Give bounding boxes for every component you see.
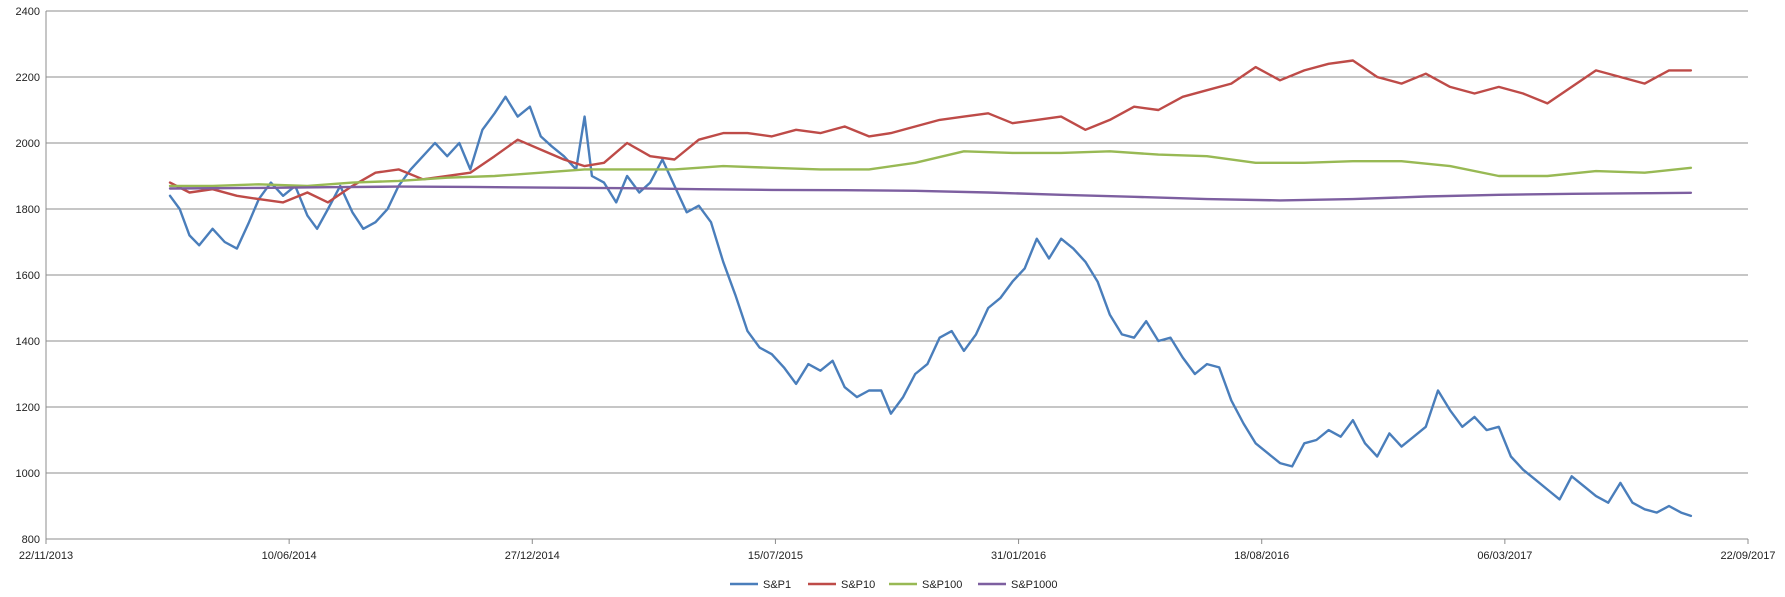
gridlines xyxy=(46,10,1748,540)
x-tick-label: 22/11/2013 xyxy=(19,550,73,562)
y-tick-label: 2000 xyxy=(16,138,40,150)
series-line-S&P10 xyxy=(168,59,1693,204)
legend-label: S&P100 xyxy=(922,579,962,591)
y-tick-label: 1600 xyxy=(16,270,40,282)
y-axis: 800 1000 1200 1400 1600 1800 2000 2200 2400 xyxy=(16,6,47,546)
x-tick-label: 15/07/2015 xyxy=(748,550,803,562)
x-tick-label: 18/08/2016 xyxy=(1234,550,1289,562)
y-tick-label: 1800 xyxy=(16,204,40,216)
x-tick-label: 27/12/2014 xyxy=(505,550,560,562)
x-axis: 22/11/2013 10/06/2014 27/12/2014 15/07/2015… xyxy=(19,539,1776,562)
x-tick-label: 31/01/2016 xyxy=(991,550,1046,562)
y-tick-label: 1200 xyxy=(16,402,40,414)
y-tick-label: 2400 xyxy=(16,6,40,18)
x-tick-label: 06/03/2017 xyxy=(1477,550,1532,562)
series-line-S&P1 xyxy=(168,95,1693,518)
y-tick-label: 1000 xyxy=(16,468,40,480)
x-tick-label: 10/06/2014 xyxy=(262,550,317,562)
series-line-S&P1000 xyxy=(168,185,1693,202)
x-tick-label: 22/09/2017 xyxy=(1720,550,1775,562)
legend-label: S&P10 xyxy=(841,579,875,591)
y-tick-label: 2200 xyxy=(16,72,40,84)
y-tick-label: 1400 xyxy=(16,336,40,348)
legend: S&P1 S&P10 S&P100 S&P1000 xyxy=(730,579,1057,591)
legend-label: S&P1000 xyxy=(1011,579,1057,591)
legend-label: S&P1 xyxy=(763,579,791,591)
y-tick-label: 800 xyxy=(22,534,40,546)
series-line-S&P100 xyxy=(168,150,1693,188)
series-lines xyxy=(168,59,1693,518)
